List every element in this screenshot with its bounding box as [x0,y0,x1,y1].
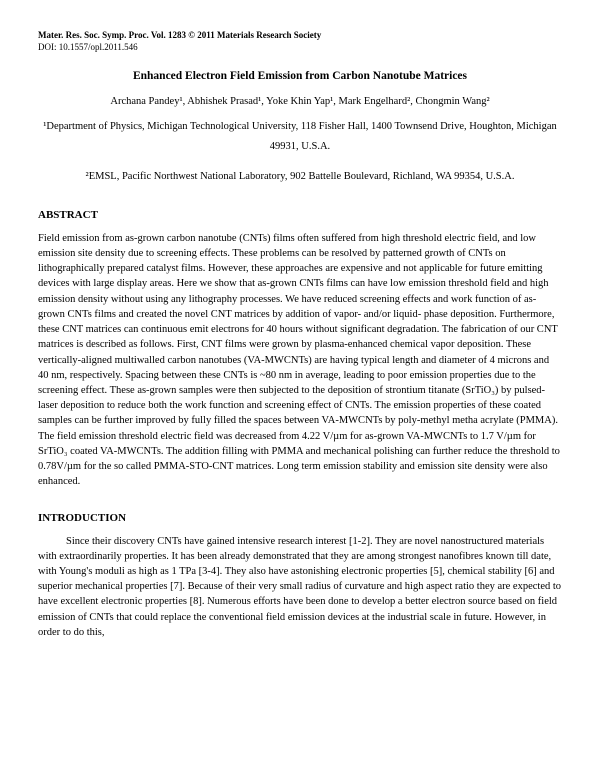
abstract-heading: ABSTRACT [38,209,562,221]
doi-line: DOI: 10.1557/opl.2011.546 [38,42,562,52]
paper-title: Enhanced Electron Field Emission from Ca… [38,70,562,82]
author-list: Archana Pandey¹, Abhishek Prasad¹, Yoke … [38,96,562,107]
affiliation-2: ²EMSL, Pacific Northwest National Labora… [38,167,562,187]
introduction-body: Since their discovery CNTs have gained i… [38,534,562,641]
abstract-body: Field emission from as-grown carbon nano… [38,231,562,490]
affiliation-1: ¹Department of Physics, Michigan Technol… [38,117,562,157]
introduction-heading: INTRODUCTION [38,512,562,524]
journal-header: Mater. Res. Soc. Symp. Proc. Vol. 1283 ©… [38,30,562,40]
